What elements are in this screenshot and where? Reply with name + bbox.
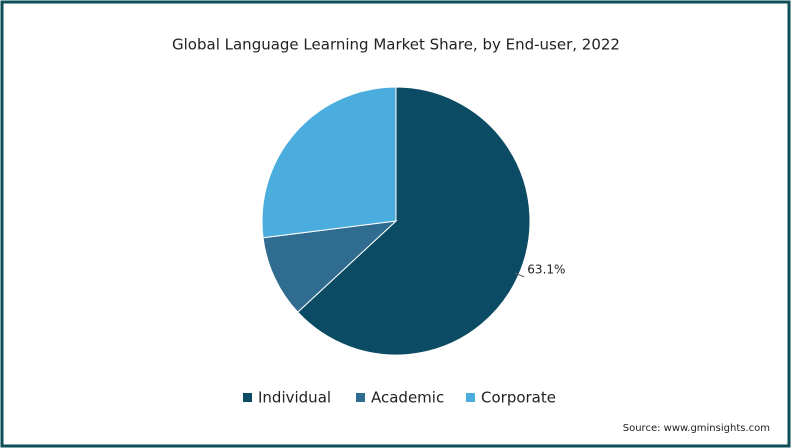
source: Source: www.gminsights.com [623,423,770,434]
leader-line [514,272,525,278]
pie-slice [261,86,397,239]
data-label: 63.1% [527,263,565,277]
pie-slice [262,220,398,313]
legend-swatch [466,393,475,402]
legend-label: Academic [371,389,444,407]
legend-label: Corporate [481,389,556,407]
legend-swatch [356,393,365,402]
legend-label: Individual [258,389,331,407]
legend-swatch [243,393,252,402]
chart-title: Global Language Learning Market Share, b… [172,36,620,54]
